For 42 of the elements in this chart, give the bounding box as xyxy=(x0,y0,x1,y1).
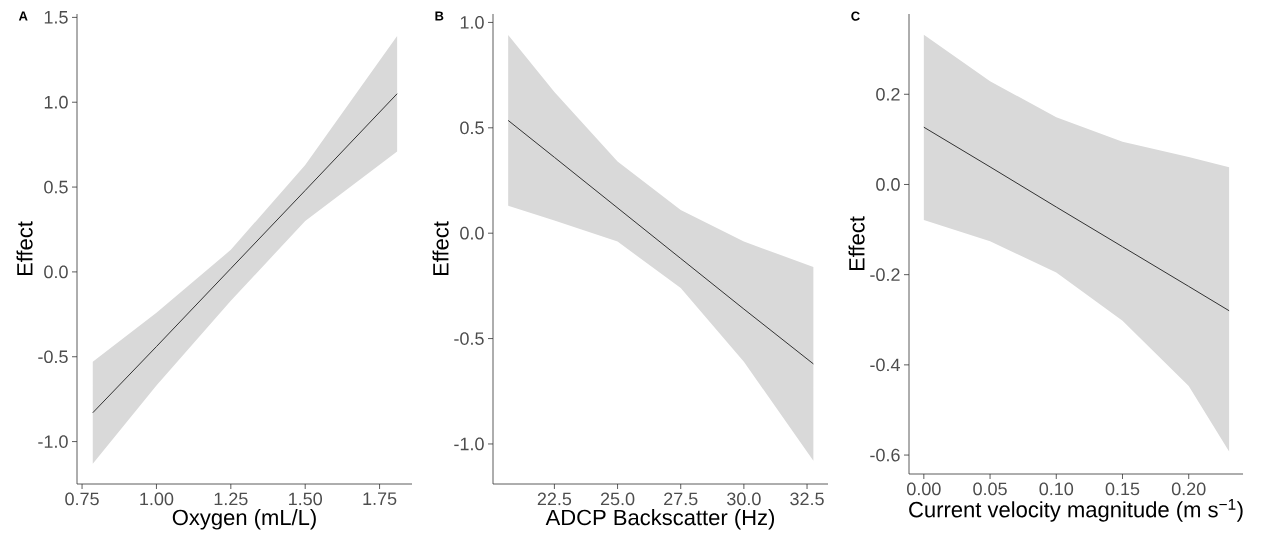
y-tick-label: -1.0 xyxy=(454,437,484,451)
y-tick-label: -1.0 xyxy=(38,435,68,448)
x-axis-title: Oxygen (mL/L) xyxy=(172,509,316,530)
y-axis-title: Effect xyxy=(16,221,33,276)
x-axis-title: ADCP Backscatter (Hz) xyxy=(545,509,775,530)
chart-title: C xyxy=(851,11,860,21)
x-tick-label: 1.25 xyxy=(214,492,248,506)
chart-title: B xyxy=(435,11,444,21)
y-tick-label: 1.0 xyxy=(460,16,484,29)
x-tick-label: 0.05 xyxy=(973,482,1007,496)
y-tick-label: 0.0 xyxy=(44,265,68,279)
y-tick-label: -0.5 xyxy=(454,332,484,345)
x-tick-label: 32.5 xyxy=(790,492,824,506)
y-axis-title: Effect xyxy=(848,216,865,271)
y-tick-label: -0.5 xyxy=(38,350,68,364)
y-tick-label: 0.0 xyxy=(876,178,900,191)
line-series xyxy=(92,93,398,414)
y-tick-label: -0.2 xyxy=(870,268,900,282)
x-axis-title: Current velocity magnitude (m s$^{−1}$) xyxy=(909,499,1243,522)
x-tick-label: 22.5 xyxy=(537,492,572,506)
x-tick-label: 1.50 xyxy=(289,492,323,506)
y-tick-label: -0.6 xyxy=(870,448,900,462)
y-tick-label: 0.0 xyxy=(460,226,484,240)
y-tick-label: 1.0 xyxy=(44,95,68,109)
x-tick-label: 0.75 xyxy=(65,492,99,506)
x-tick-label: 0.10 xyxy=(1039,482,1074,496)
x-tick-label: 25.0 xyxy=(600,492,635,506)
x-tick-label: 0.00 xyxy=(907,482,941,496)
y-tick-label: -0.4 xyxy=(870,358,900,372)
x-tick-label: 0.20 xyxy=(1171,482,1206,496)
x-tick-label: 30.0 xyxy=(727,492,761,506)
y-tick-label: 0.2 xyxy=(876,87,900,101)
x-tick-label: 0.15 xyxy=(1105,482,1140,496)
chart-title: A xyxy=(18,11,28,21)
line-series xyxy=(923,126,1230,312)
y-tick-label: 0.5 xyxy=(460,121,484,135)
x-tick-label: 1.00 xyxy=(140,492,174,506)
y-tick-label: 1.5 xyxy=(44,11,68,24)
y-axis-title: Effect xyxy=(432,221,449,276)
x-tick-label: 1.75 xyxy=(363,492,397,506)
y-tick-label: 0.5 xyxy=(44,180,68,194)
x-tick-label: 27.5 xyxy=(664,492,698,506)
